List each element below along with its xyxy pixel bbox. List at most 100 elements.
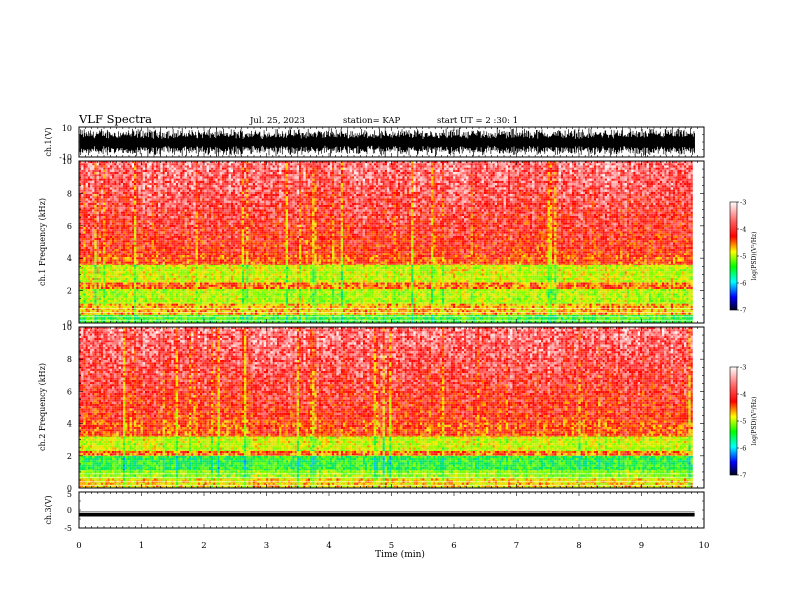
spectrogram-cells	[235, 257, 238, 260]
spectrogram-cells	[288, 474, 291, 477]
spectrogram-cells	[411, 264, 414, 283]
spectrogram-cells	[402, 264, 405, 267]
spectrogram-cells	[296, 478, 299, 481]
spectrogram-cells	[312, 453, 315, 456]
spectrogram-cells	[637, 286, 640, 289]
spectrogram-cells	[224, 282, 544, 287]
spectrogram-cells	[655, 263, 658, 265]
spectrogram-cells	[85, 455, 88, 458]
spectrogram-cells	[301, 295, 304, 298]
spectrogram-cells	[142, 303, 619, 311]
spectrogram-cells	[505, 440, 508, 444]
spectrogram-cells	[105, 453, 291, 456]
spectrogram-cells	[545, 302, 563, 304]
spectrogram-cells	[554, 297, 557, 300]
spectrogram-cells	[158, 264, 678, 283]
spectrogram-cells	[90, 161, 676, 252]
spectrogram-cells	[329, 317, 332, 320]
spectrogram-cells	[314, 271, 317, 274]
spectrogram-cells	[164, 289, 172, 294]
spectrogram-cells	[241, 280, 244, 283]
spectrogram-cells	[101, 303, 680, 315]
spectrogram-cells	[549, 257, 552, 260]
spectrogram-cells	[607, 305, 610, 308]
spectrogram-cells	[382, 478, 385, 481]
spectrogram-cells	[475, 453, 478, 456]
spectrogram-cells	[94, 277, 97, 281]
spectrogram-cells	[578, 284, 581, 287]
spectrogram-cells	[431, 255, 434, 258]
spectrogram-cells	[512, 257, 519, 262]
spectrogram-cells	[666, 447, 669, 450]
spectrogram-band-0	[79, 314, 693, 323]
spectrogram-cells	[94, 257, 97, 260]
spectrogram-cells	[255, 310, 258, 313]
spectrogram-cells	[123, 269, 126, 272]
spectrogram-cells	[285, 255, 288, 258]
spectrogram-cells	[123, 436, 126, 439]
spectrogram-cells	[301, 317, 304, 320]
spectrogram-cells	[244, 464, 247, 467]
spectrogram-cells	[387, 255, 390, 258]
spectrogram-cells	[510, 474, 513, 477]
spectrogram-cells	[483, 312, 486, 315]
spectrogram-cells	[442, 458, 445, 461]
spectrogram-cells	[332, 302, 335, 304]
spectrogram-cells	[554, 293, 557, 296]
spectrogram-cells	[261, 282, 544, 287]
spectrogram-cells	[305, 312, 308, 315]
spectrogram-cells	[307, 300, 310, 303]
spectrogram-cells	[519, 474, 522, 477]
spectrogram-cells	[411, 205, 434, 223]
spectrogram-cells	[684, 286, 687, 289]
spectrogram-cells	[195, 484, 198, 488]
spectrogram-cells	[244, 453, 247, 456]
spectrogram-cells	[593, 255, 596, 258]
spectrogram-cells	[340, 257, 343, 260]
spectrogram-cells	[288, 460, 291, 463]
spectrogram-cells	[228, 286, 231, 289]
spectrogram-cells	[549, 286, 552, 289]
spectrogram-cells	[138, 321, 566, 323]
spectrogram-cells	[96, 161, 687, 255]
spectrogram-cells	[241, 238, 249, 243]
spectrogram-cells	[481, 466, 484, 469]
spectrogram-cells	[360, 284, 363, 287]
spectrogram-cells	[195, 257, 198, 260]
spectrogram-cells	[211, 255, 214, 258]
spectrogram-cells	[241, 297, 244, 300]
spectrogram-cells	[285, 266, 288, 270]
spectrogram-cells	[547, 289, 550, 292]
spectrogram-cells	[431, 302, 434, 304]
spectrogram-cells	[94, 455, 678, 471]
spectrogram-cells	[585, 289, 588, 292]
spectrogram-cells	[340, 302, 343, 304]
spectrogram-cells	[279, 484, 282, 488]
spectrogram-cells	[83, 231, 86, 234]
spectrogram-cells	[226, 451, 244, 456]
spectrogram-cells	[296, 445, 299, 448]
spectrogram-cells	[382, 445, 385, 448]
spectrogram-cells	[626, 291, 629, 294]
spectrogram-cells	[591, 317, 594, 320]
spectrogram-cells	[112, 455, 115, 458]
spectrogram-cells	[156, 305, 159, 308]
spectrogram-cells	[246, 282, 249, 285]
spectrogram-cells	[411, 284, 414, 287]
spectrogram-cells	[598, 460, 601, 463]
spectrogram-cells	[637, 451, 640, 454]
spectrogram-cells	[217, 443, 220, 446]
spectrogram-cells	[411, 451, 414, 454]
spectrogram-cells	[112, 282, 519, 289]
spectrogram-cells	[246, 300, 249, 303]
spectrogram-cells	[162, 317, 165, 320]
spectrogram-cells	[310, 438, 313, 441]
spectrogram-cells	[217, 429, 220, 432]
ch2-spectrogram-image	[79, 327, 695, 488]
spectrogram-cells	[340, 277, 343, 281]
spectrogram-cells	[312, 429, 315, 432]
spectrogram-cells	[134, 238, 137, 241]
spectrogram-cells	[457, 282, 473, 285]
spectrogram-cells	[134, 286, 137, 289]
spectrogram-cells	[160, 455, 163, 458]
